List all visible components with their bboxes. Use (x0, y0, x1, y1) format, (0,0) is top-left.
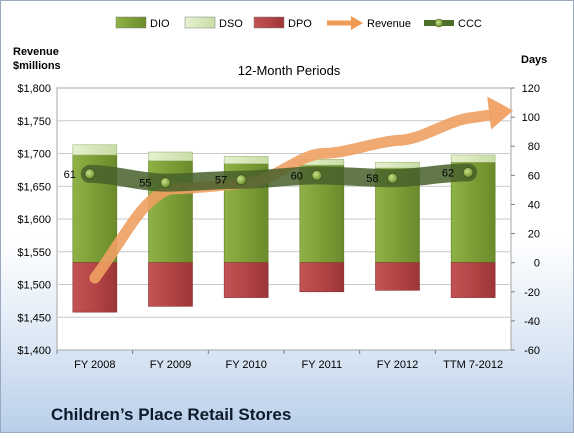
bar-dso (375, 161, 420, 169)
ccc-data-label: 61 (64, 169, 76, 181)
bar-dso (148, 151, 193, 162)
category-label: FY 2012 (377, 359, 418, 371)
right-tick-label: 120 (522, 83, 540, 95)
ccc-marker (84, 168, 96, 180)
legend-swatch-dpo (253, 16, 285, 29)
ccc-data-label: 58 (366, 173, 378, 185)
bar-dso (450, 154, 496, 163)
legend-label-ccc: CCC (458, 18, 482, 30)
left-tick-label: $1,600 (17, 214, 51, 226)
right-tick-label: -20 (524, 287, 540, 299)
legend-marker-ccc (434, 18, 444, 28)
right-tick-label: 20 (528, 229, 540, 241)
left-axis-label-line1: Revenue (13, 46, 59, 58)
ccc-marker (235, 174, 247, 186)
ccc-marker (160, 177, 171, 189)
right-tick-label: -60 (524, 345, 540, 357)
right-tick-label: 80 (528, 141, 540, 153)
left-axis-label-line2: $millions (13, 60, 61, 72)
bar-dpo (375, 262, 420, 291)
right-axis-label: Days (521, 54, 547, 66)
bar-dpo (450, 262, 496, 298)
ccc-marker (387, 172, 398, 184)
category-label: TTM 7-2012 (443, 359, 503, 371)
left-tick-label: $1,750 (17, 116, 51, 128)
bar-dso (223, 156, 269, 164)
ccc-line (80, 163, 478, 192)
right-tick-label: 60 (528, 170, 540, 182)
bar-dso (72, 144, 118, 156)
bar-dpo (299, 262, 345, 293)
bar-dpo (223, 262, 269, 298)
ccc-data-label: 55 (139, 178, 151, 190)
legend-arrowhead-revenue (351, 16, 363, 30)
left-tick-label: $1,700 (17, 149, 51, 161)
right-tick-label: 40 (528, 199, 540, 211)
revenue-arrowhead (487, 96, 514, 130)
ccc-data-label: 57 (215, 175, 227, 187)
category-label: FY 2008 (74, 359, 115, 371)
chart-title: 12-Month Periods (238, 63, 341, 78)
category-label: FY 2009 (150, 359, 191, 371)
ccc-data-label: 62 (442, 167, 454, 179)
legend-swatch-dso (184, 16, 216, 29)
bar-dpo (148, 262, 193, 307)
legend-label-dso: DSO (219, 18, 243, 30)
axes: $1,400 $1,450 $1,500 $1,550 $1,600 $1,650 $1,7… (17, 83, 540, 371)
legend-label-dpo: DPO (288, 18, 312, 30)
right-tick-label: 100 (522, 112, 540, 124)
left-tick-label: $1,800 (17, 83, 51, 95)
legend-label-revenue: Revenue (367, 18, 411, 30)
ccc-layer: 61 55 57 60 58 62 (64, 163, 478, 192)
ccc-data-label: 60 (291, 170, 303, 182)
left-tick-label: $1,550 (17, 247, 51, 259)
company-name: Children’s Place Retail Stores (51, 405, 292, 424)
legend-label-dio: DIO (150, 18, 170, 30)
left-tick-label: $1,450 (17, 312, 51, 324)
left-tick-label: $1,650 (17, 181, 51, 193)
left-tick-label: $1,400 (17, 345, 51, 357)
legend: DIO DSO DPO Revenue CCC (115, 16, 482, 30)
legend-swatch-dio (115, 16, 147, 29)
right-tick-label: -40 (524, 316, 540, 328)
right-tick-label: 0 (534, 258, 540, 270)
ccc-marker (311, 169, 323, 181)
left-tick-label: $1,500 (17, 280, 51, 292)
ccc-marker (462, 167, 474, 178)
category-label: FY 2011 (302, 359, 343, 371)
category-label: FY 2010 (225, 359, 266, 371)
